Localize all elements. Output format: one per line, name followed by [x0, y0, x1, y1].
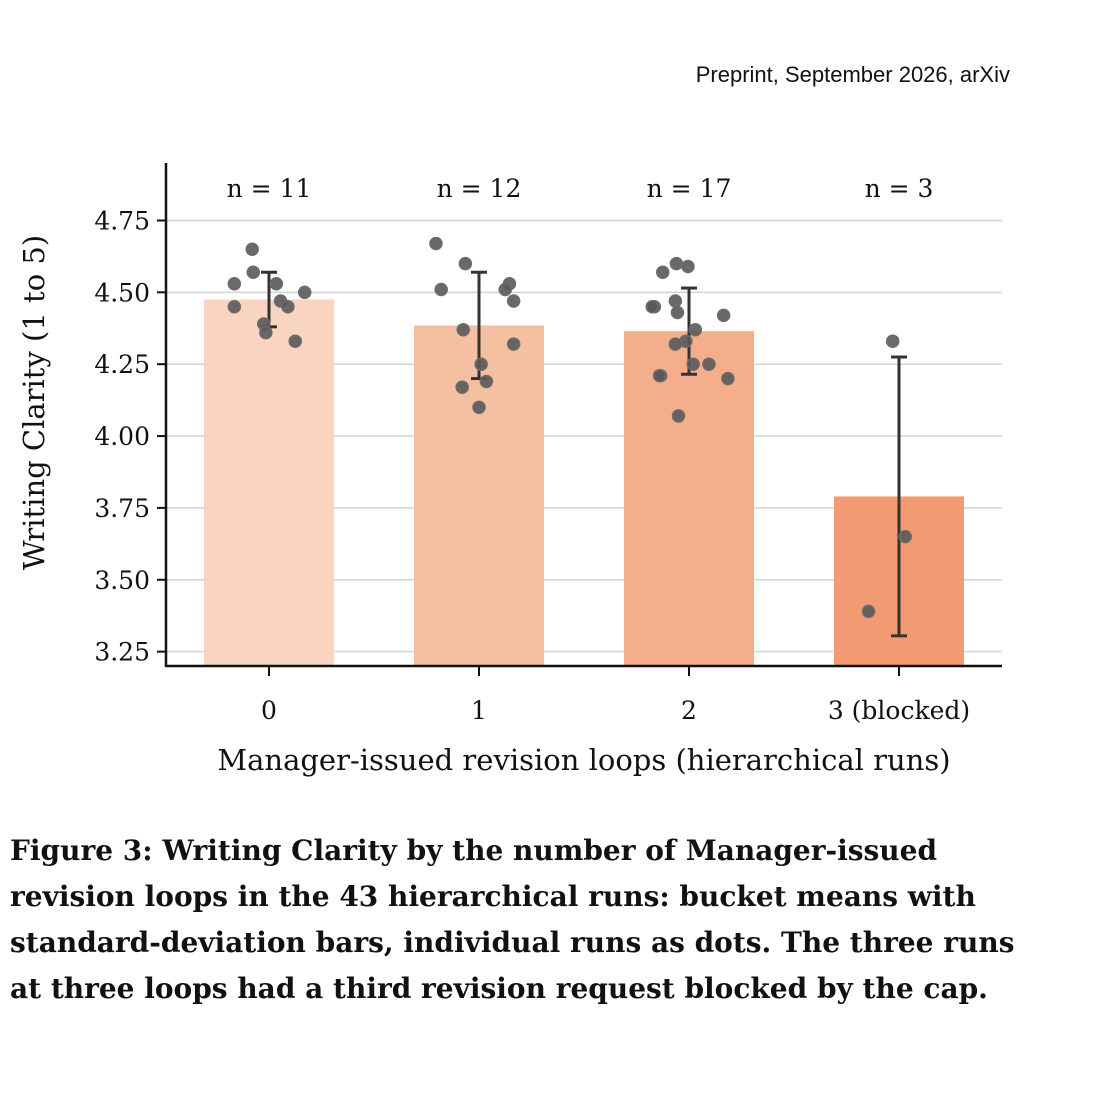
y-tick-label: 4.25	[94, 350, 150, 379]
bar	[414, 325, 544, 666]
data-point	[297, 285, 312, 300]
x-tick-label: 3 (blocked)	[828, 696, 970, 725]
data-point	[479, 374, 494, 389]
data-point	[885, 334, 900, 348]
data-point	[281, 299, 295, 314]
count-label: n = 11	[227, 174, 312, 203]
bar	[204, 299, 334, 666]
x-tick-label: 1	[471, 696, 487, 725]
data-point	[458, 256, 473, 271]
writing-clarity-chart: 3.25 3.50 3.75 4.00 4.25 4.50 4.75 0 n = 11 1 n = …	[17, 163, 1002, 777]
bar	[624, 331, 754, 666]
data-point	[669, 256, 684, 271]
data-point	[645, 299, 659, 314]
data-point	[702, 357, 716, 371]
data-point	[686, 357, 700, 371]
data-point	[288, 334, 302, 348]
count-label: n = 12	[437, 174, 522, 203]
figure-caption: Figure 3: Writing Clarity by the number …	[10, 834, 1015, 1005]
data-point	[861, 604, 876, 619]
data-point	[656, 265, 670, 279]
data-points	[227, 236, 913, 619]
data-point	[681, 259, 695, 274]
count-label: n = 3	[865, 174, 934, 203]
error-bar	[891, 355, 907, 638]
data-point	[227, 299, 242, 314]
bars	[204, 299, 964, 666]
axes	[157, 163, 1002, 676]
data-point	[898, 529, 913, 544]
data-point	[668, 337, 683, 351]
data-point	[259, 325, 273, 340]
data-point	[716, 308, 731, 323]
data-point	[652, 368, 667, 383]
y-tick-label: 4.50	[94, 278, 150, 307]
y-tick-label: 4.00	[94, 422, 150, 451]
data-point	[688, 322, 703, 337]
data-point	[472, 400, 486, 415]
running-head: Preprint, September 2026, arXiv	[695, 62, 1010, 87]
data-point	[506, 294, 521, 308]
data-point	[506, 337, 521, 351]
x-tick-label: 2	[681, 696, 697, 725]
y-tick-label: 3.75	[94, 494, 150, 523]
y-tick-label: 3.50	[94, 566, 150, 595]
x-axis-label: Manager-issued revision loops (hierarchi…	[217, 743, 950, 777]
data-point	[456, 322, 470, 337]
count-label: n = 17	[647, 174, 732, 203]
data-point	[434, 282, 448, 297]
data-point	[245, 242, 259, 256]
data-point	[227, 276, 242, 291]
y-tick-label: 3.25	[94, 638, 150, 667]
data-point	[498, 282, 512, 297]
x-tick-label: 0	[261, 696, 277, 725]
labels: 3.25 3.50 3.75 4.00 4.25 4.50 4.75 0 n = 11 1 n = …	[17, 174, 970, 777]
data-point	[474, 357, 488, 371]
data-point	[269, 276, 284, 291]
y-axis-label: Writing Clarity (1 to 5)	[17, 235, 51, 570]
error-bars	[261, 270, 907, 638]
data-point	[721, 371, 735, 386]
y-tick-label: 4.75	[94, 206, 150, 235]
data-point	[429, 236, 443, 251]
data-point	[670, 305, 685, 320]
data-point	[668, 294, 683, 308]
data-point	[671, 409, 686, 423]
data-point	[246, 265, 260, 279]
data-point	[455, 380, 469, 394]
